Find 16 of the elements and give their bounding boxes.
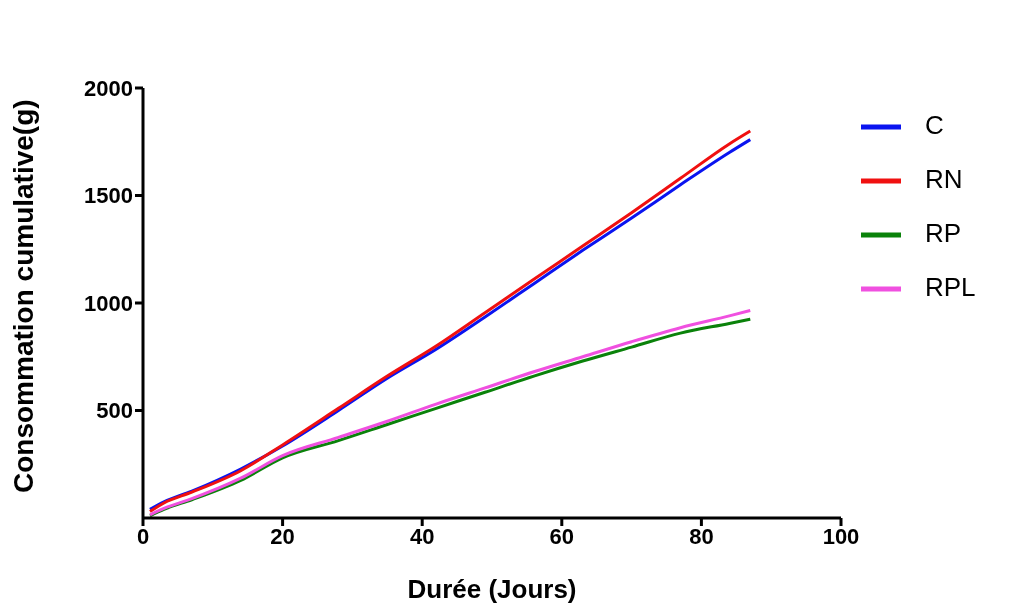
y-tick-label: 500 bbox=[96, 398, 133, 424]
legend-label: RPL bbox=[925, 272, 976, 302]
y-tick-label: 2000 bbox=[84, 75, 133, 101]
legend-label: C bbox=[925, 110, 944, 140]
x-tick-label: 80 bbox=[689, 523, 714, 549]
y-tick-label: 1000 bbox=[84, 290, 133, 316]
y-axis-title: Consommation cumulative(g) bbox=[7, 99, 39, 493]
x-tick-label: 40 bbox=[409, 523, 435, 549]
legend-label: RN bbox=[925, 164, 963, 194]
x-tick-label: 60 bbox=[549, 523, 575, 549]
x-axis-title: Durée (Jours) bbox=[407, 574, 577, 604]
x-tick-label: 100 bbox=[822, 523, 860, 549]
legend-label: RP bbox=[925, 218, 962, 248]
x-tick-label: 0 bbox=[136, 523, 150, 549]
y-tick-label: 1500 bbox=[84, 183, 133, 209]
x-tick-label: 20 bbox=[270, 523, 295, 549]
